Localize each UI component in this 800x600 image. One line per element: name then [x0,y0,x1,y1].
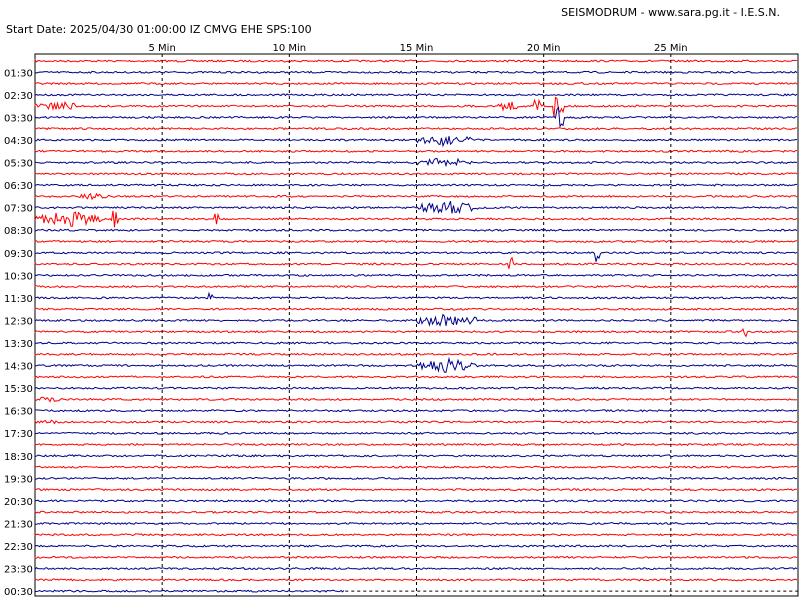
x-tick-label: 10 Min [273,43,307,54]
hour-label: 09:30 [4,249,33,260]
seismic-trace [34,58,798,63]
hour-label: 15:30 [4,384,33,395]
hour-label: 05:30 [4,159,33,170]
seismic-trace [34,93,798,97]
seismic-trace [34,442,798,447]
hour-labels: 01:30 02:30 03:30 04:30 05:30 06:30 07:30 08:30… [4,68,33,598]
hour-label: 04:30 [4,136,33,147]
hour-label: 03:30 [4,113,33,124]
seismic-trace [34,284,798,289]
chart-subtitle: Start Date: 2025/04/30 01:00:00 IZ CMVG … [6,23,312,36]
hour-label: 11:30 [4,294,33,305]
seismic-trace [34,533,797,537]
seismic-trace [34,555,798,559]
hour-label: 21:30 [4,520,33,531]
seismic-trace [34,136,798,148]
hour-label: 16:30 [4,407,33,418]
x-tick-label: 20 Min [527,43,561,54]
x-tick-label: 5 Min [149,43,176,54]
seismic-trace [34,578,798,582]
seismic-trace [34,96,798,118]
seismic-trace [34,81,798,86]
seismic-trace [34,239,797,244]
hour-label: 08:30 [4,226,33,237]
seismic-trace [34,589,345,593]
seismic-trace [34,291,798,301]
seismic-trace [34,172,798,176]
seismic-trace [34,465,798,469]
hour-label: 12:30 [4,316,33,327]
seismic-trace [34,396,798,403]
seismic-trace [34,352,797,356]
seismic-trace [34,409,798,413]
hour-label: 01:30 [4,68,33,79]
seismic-trace [34,192,798,201]
seismic-trace [34,510,798,514]
seismic-trace [34,70,798,74]
hour-label: 19:30 [4,474,33,485]
hour-label: 17:30 [4,429,33,440]
hour-label: 18:30 [4,452,33,463]
seismic-trace [34,256,798,269]
seismic-trace [34,149,797,153]
hour-label: 00:30 [4,587,33,598]
hour-label: 20:30 [4,497,33,508]
seismic-trace [34,201,798,215]
seismic-trace [34,431,798,435]
seismic-trace [34,273,798,277]
hour-label: 14:30 [4,362,33,373]
x-tick-label: 25 Min [654,43,688,54]
seismic-trace [34,419,798,425]
seismic-trace [34,328,798,338]
seismic-trace [34,210,798,228]
seismic-trace [34,183,798,187]
hour-label: 23:30 [4,565,33,576]
seismic-trace [34,375,798,379]
hour-label: 07:30 [4,204,33,215]
hour-label: 13:30 [4,339,33,350]
seismic-trace [34,251,798,262]
seismic-trace [34,544,798,548]
grid-lines [161,54,672,596]
hour-label: 22:30 [4,542,33,553]
seismic-trace [34,476,798,480]
chart-title: SEISMODRUM - www.sara.pg.it - I.E.S.N. [561,6,780,19]
seismic-trace [34,386,798,390]
x-tick-labels: 5 Min 10 Min 15 Min 20 Min 25 Min [149,43,688,54]
hour-label: 06:30 [4,181,33,192]
seismic-trace [34,228,798,232]
seismic-trace [34,567,798,571]
seismic-trace [34,454,798,458]
trace-group [34,58,798,593]
hour-label: 02:30 [4,91,33,102]
seismic-trace [34,341,798,345]
seismic-trace [34,106,798,128]
seismic-trace [34,521,798,526]
seismic-trace [34,127,797,131]
seismic-trace [34,499,798,503]
seismic-trace [34,307,798,311]
x-tick-label: 15 Min [400,43,434,54]
hour-label: 10:30 [4,271,33,282]
seismic-trace [34,157,798,168]
seismic-trace [34,313,798,327]
seismic-trace [34,487,798,492]
